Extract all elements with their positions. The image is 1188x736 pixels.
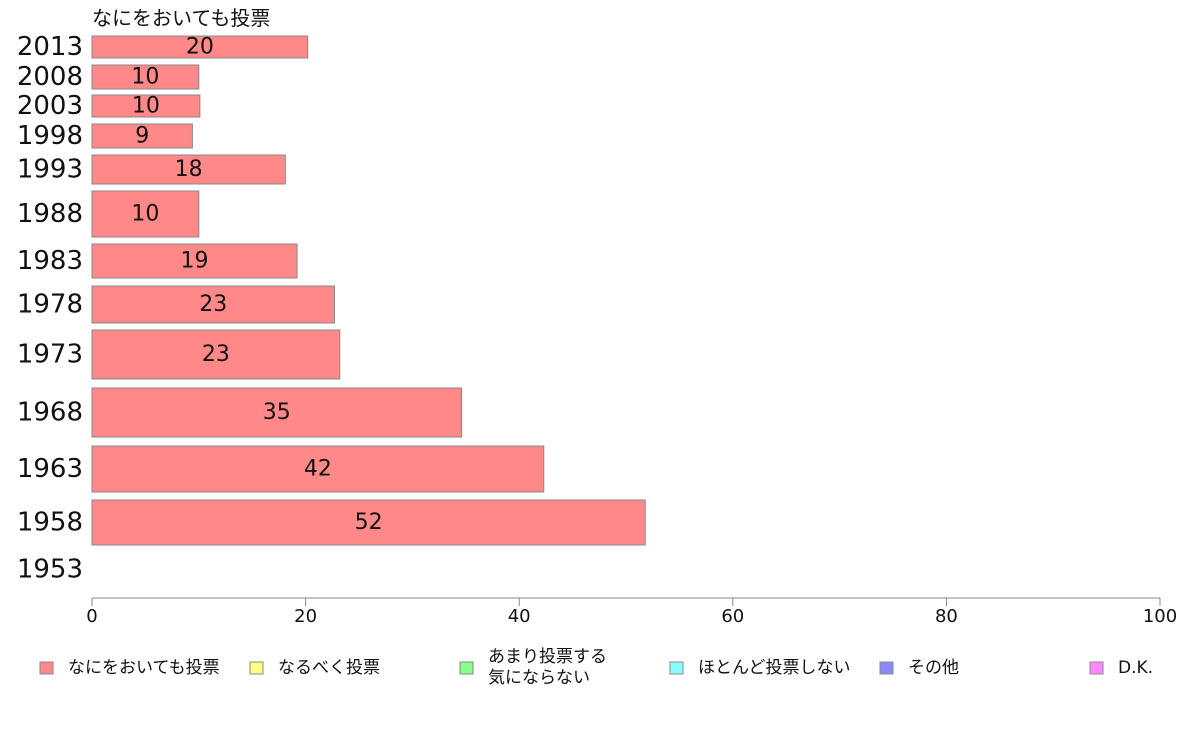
bar — [91, 285, 335, 324]
legend-label-line: あまり投票する — [488, 647, 607, 667]
bar-data-label: 52 — [355, 510, 383, 535]
legend-swatch — [249, 661, 264, 675]
legend-label: あまり投票する気にならない — [488, 647, 607, 688]
bar — [91, 387, 463, 438]
bar-data-label: 10 — [131, 65, 159, 90]
bar-data-label: 35 — [263, 400, 291, 425]
bar — [91, 64, 200, 90]
legend: なにをおいても投票 なるべく投票 あまり投票する気にならない ほとんど投票しない その他… — [39, 647, 1153, 688]
bar-data-label: 9 — [135, 124, 149, 149]
y-tick-label: 1958 — [17, 508, 83, 538]
y-tick-label: 2003 — [17, 91, 83, 121]
bar — [91, 123, 193, 149]
y-tick-label: 1998 — [17, 121, 83, 151]
bar — [91, 35, 309, 59]
bar — [91, 499, 646, 546]
bar — [91, 94, 201, 118]
y-tick-label: 1988 — [17, 199, 83, 229]
bar — [91, 243, 298, 279]
y-tick-label: 1953 — [17, 555, 83, 585]
bar-data-label: 42 — [304, 457, 332, 482]
bar — [91, 190, 200, 238]
x-tick-label: 80 — [935, 606, 958, 627]
y-tick-label: 1993 — [17, 155, 83, 185]
legend-swatch — [459, 661, 474, 675]
chart-title: なにをおいても投票 — [92, 6, 270, 30]
bar — [91, 154, 286, 185]
y-tick-label: 1978 — [17, 290, 83, 320]
legend-label: なにをおいても投票 — [68, 658, 220, 678]
bar-data-label: 23 — [202, 342, 230, 367]
x-tick-label: 20 — [294, 606, 317, 627]
legend-label: その他 — [908, 658, 959, 678]
legend-swatch — [879, 661, 894, 675]
y-tick-label: 1973 — [17, 340, 83, 370]
bar-data-label: 18 — [175, 157, 203, 182]
bar-data-label: 23 — [199, 292, 227, 317]
legend-label-line: 気にならない — [488, 668, 590, 688]
bar — [91, 445, 545, 493]
x-tick-label: 40 — [508, 606, 531, 627]
y-tick-label: 1968 — [17, 398, 83, 428]
y-tick-label: 2008 — [17, 62, 83, 92]
bar-data-label: 10 — [132, 94, 160, 119]
x-tick-label: 0 — [86, 606, 97, 627]
bar-data-label: 10 — [131, 202, 159, 227]
y-tick-label: 1963 — [17, 454, 83, 484]
y-tick-label: 1983 — [17, 246, 83, 276]
legend-swatch — [669, 661, 684, 675]
x-tick-label: 100 — [1143, 606, 1177, 627]
bars: 20 10 10 9 18 10 19 23 23 35 42 52 — [91, 35, 646, 546]
legend-swatch — [39, 661, 54, 675]
x-axis: 0 20 40 60 80 100 — [86, 597, 1177, 627]
legend-label: なるべく投票 — [278, 658, 380, 678]
bar — [91, 329, 341, 380]
legend-swatch — [1089, 661, 1104, 675]
legend-label: ほとんど投票しない — [698, 658, 851, 678]
bar-data-label: 20 — [186, 35, 214, 60]
bar-data-label: 19 — [181, 249, 209, 274]
x-tick-label: 60 — [721, 606, 744, 627]
y-tick-label: 2013 — [17, 32, 83, 62]
legend-label: D.K. — [1118, 658, 1153, 678]
